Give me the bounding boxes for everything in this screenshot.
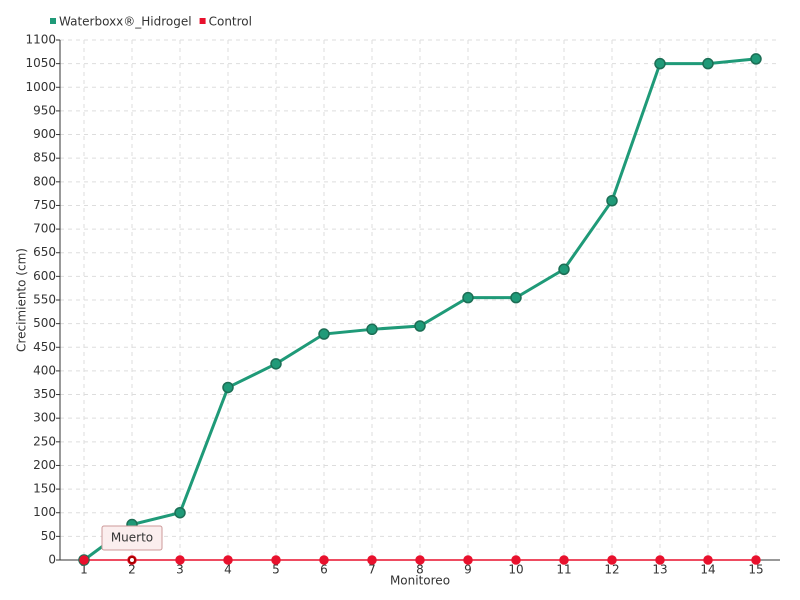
data-point (510, 291, 522, 304)
data-point (751, 555, 761, 565)
y-tick-label: 400 (33, 363, 56, 377)
x-tick-label: 12 (604, 563, 619, 577)
legend-label: Control (209, 15, 252, 29)
y-tick-label: 850 (33, 151, 56, 165)
x-tick-label: 4 (224, 563, 232, 577)
x-tick-label: 6 (320, 563, 328, 577)
tooltip-text: Muerto (111, 531, 153, 545)
data-point (559, 555, 569, 565)
y-axis-label: Crecimiento (cm) (15, 248, 29, 352)
data-point (271, 555, 281, 565)
data-point (366, 323, 378, 336)
x-tick-label: 7 (368, 563, 376, 577)
x-tick-label: 2 (128, 563, 136, 577)
y-tick-label: 900 (33, 127, 56, 141)
y-tick-label: 1050 (25, 56, 56, 70)
y-tick-label: 950 (33, 103, 56, 117)
y-tick-label: 300 (33, 411, 56, 425)
legend-swatch (50, 18, 56, 24)
y-tick-label: 0 (48, 553, 56, 567)
y-tick-label: 700 (33, 222, 56, 236)
y-tick-label: 250 (33, 434, 56, 448)
y-tick-label: 800 (33, 174, 56, 188)
x-axis-label: Monitoreo (390, 574, 450, 588)
y-tick-label: 50 (41, 529, 56, 543)
x-tick-label: 14 (700, 563, 715, 577)
y-tick-label: 600 (33, 269, 56, 283)
y-tick-label: 450 (33, 340, 56, 354)
x-tick-label: 3 (176, 563, 184, 577)
x-tick-label: 5 (272, 563, 280, 577)
y-tick-label: 550 (33, 293, 56, 307)
data-point (607, 555, 617, 565)
y-tick-label: 350 (33, 387, 56, 401)
data-point (319, 555, 329, 565)
y-tick-label: 500 (33, 316, 56, 330)
y-tick-label: 100 (33, 505, 56, 519)
data-point (270, 358, 282, 370)
data-point (750, 53, 762, 65)
data-point (222, 381, 234, 394)
tooltip-box (101, 525, 163, 551)
data-point (511, 555, 521, 565)
y-tick-label: 150 (33, 482, 56, 496)
y-tick-label: 650 (33, 245, 56, 259)
data-point (702, 57, 714, 70)
highlighted-point (128, 556, 136, 564)
y-tick-label: 1100 (25, 33, 56, 47)
y-tick-label: 200 (33, 458, 56, 472)
data-point (367, 555, 377, 565)
legend-label: Waterboxx®_Hidrogel (59, 15, 192, 29)
x-tick-label: 8 (416, 563, 424, 577)
data-point (318, 328, 330, 340)
x-tick-label: 9 (464, 563, 472, 577)
data-point (414, 320, 426, 332)
x-tick-label: 13 (652, 563, 667, 577)
data-point (558, 263, 570, 276)
x-tick-label: 11 (556, 563, 571, 577)
legend-swatch (199, 18, 206, 24)
y-tick-label: 750 (33, 198, 56, 212)
data-point (223, 555, 233, 565)
data-point (79, 555, 89, 565)
data-point (654, 57, 666, 70)
x-tick-label: 1 (80, 563, 88, 577)
x-tick-label: 10 (508, 563, 523, 577)
data-point (655, 555, 665, 565)
x-tick-label: 15 (748, 563, 763, 577)
data-point (463, 555, 473, 565)
data-point (174, 506, 186, 519)
data-point (415, 555, 425, 565)
data-point (175, 555, 185, 565)
y-tick-label: 1000 (25, 80, 56, 94)
data-point (462, 291, 474, 304)
data-point (703, 555, 713, 565)
data-point (606, 194, 618, 207)
